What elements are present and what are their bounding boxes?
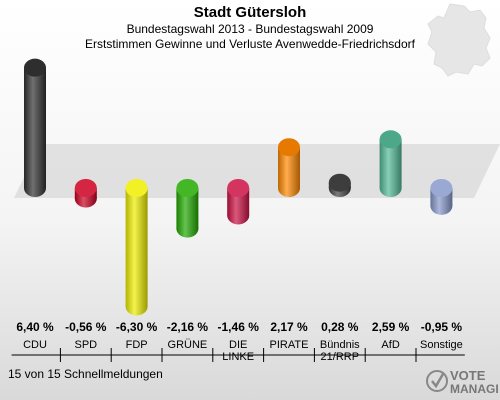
bar bbox=[176, 179, 199, 238]
category-label: LINKE bbox=[222, 351, 254, 363]
vote-manager-logo: VOTE MANAGER bbox=[426, 368, 498, 396]
category-label: Bündnis bbox=[320, 339, 360, 351]
bar bbox=[278, 138, 300, 197]
value-label: 6,40 % bbox=[16, 320, 54, 334]
bar bbox=[125, 179, 148, 316]
title-block: Stadt Gütersloh Bundestagswahl 2013 - Bu… bbox=[0, 4, 500, 52]
value-label: -1,46 % bbox=[218, 320, 260, 334]
chart-subtitle-1: Bundestagswahl 2013 - Bundestagswahl 200… bbox=[126, 22, 374, 36]
bar bbox=[430, 179, 453, 215]
value-label: -0,95 % bbox=[421, 320, 463, 334]
bar bbox=[227, 179, 250, 225]
category-label: FDP bbox=[126, 339, 148, 351]
value-label: 2,17 % bbox=[270, 320, 308, 334]
category-label: GRÜNE bbox=[168, 339, 208, 351]
value-label: 2,59 % bbox=[372, 320, 410, 334]
bar bbox=[24, 58, 46, 197]
footer-note: 15 von 15 Schnellmeldungen bbox=[8, 367, 163, 381]
category-label: 21/RRP bbox=[321, 351, 360, 363]
chart-subtitle-2: Erststimmen Gewinne und Verluste Avenwed… bbox=[85, 37, 415, 51]
svg-text:MANAGER: MANAGER bbox=[450, 382, 498, 396]
value-label: -2,16 % bbox=[167, 320, 209, 334]
chart-title: Stadt Gütersloh bbox=[193, 4, 307, 21]
category-label: Sonstige bbox=[420, 339, 463, 351]
x-axis bbox=[11, 348, 465, 362]
category-label: DIE bbox=[229, 339, 247, 351]
value-label: -0,56 % bbox=[65, 320, 107, 334]
value-label: 0,28 % bbox=[321, 320, 359, 334]
category-label: AfD bbox=[381, 339, 399, 351]
category-label: PIRATE bbox=[270, 339, 309, 351]
bar bbox=[379, 130, 402, 197]
germany-map-icon bbox=[427, 3, 491, 77]
category-label: CDU bbox=[23, 339, 47, 351]
bar bbox=[74, 179, 97, 208]
svg-text:VOTE: VOTE bbox=[450, 368, 486, 383]
value-label: -6,30 % bbox=[116, 320, 158, 334]
category-label: SPD bbox=[74, 339, 97, 351]
bar bbox=[328, 173, 351, 197]
